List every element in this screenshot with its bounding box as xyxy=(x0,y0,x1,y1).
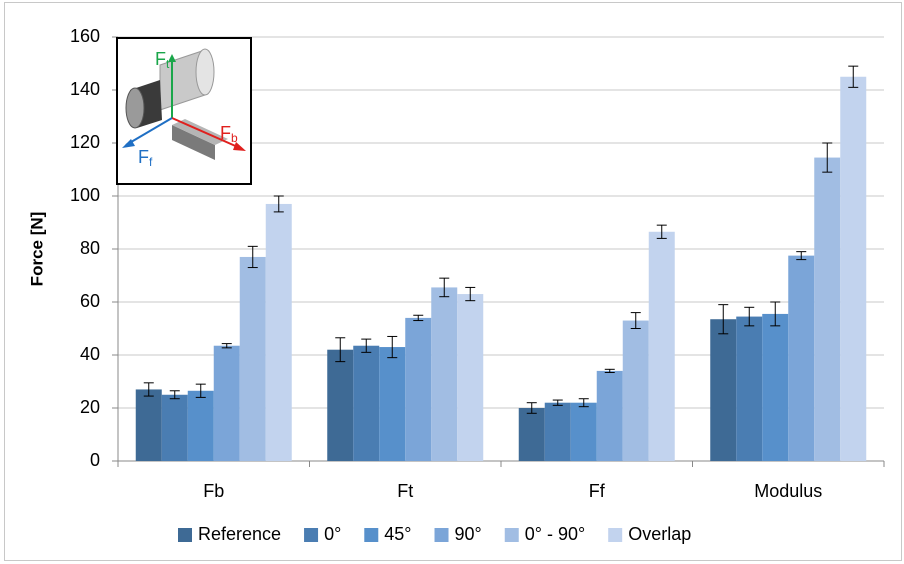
y-axis-label: Force [N] xyxy=(27,212,46,287)
bar xyxy=(840,77,866,461)
y-tick-label: 0 xyxy=(90,450,100,470)
page: Force [N] 0 20 40 60 80 100 120 140 160 Fb Ft Ff Mod… xyxy=(0,0,904,564)
x-tick-label: Ft xyxy=(397,481,413,501)
bar xyxy=(788,256,814,461)
bar xyxy=(136,389,162,461)
bar xyxy=(162,395,188,461)
bar xyxy=(457,294,483,461)
bar xyxy=(710,319,736,461)
bar xyxy=(266,204,292,461)
inset-diagram: Ft Fb Ff xyxy=(117,38,251,184)
bar xyxy=(623,321,649,461)
inset-label-base: F xyxy=(155,49,166,69)
inset-label-sub: b xyxy=(231,131,238,145)
y-tick-label: 100 xyxy=(70,185,100,205)
legend-swatch xyxy=(608,528,622,542)
bar xyxy=(431,287,457,461)
bar xyxy=(814,158,840,461)
x-tick-label: Fb xyxy=(203,481,224,501)
y-tick-label: 80 xyxy=(80,238,100,258)
x-tick-label: Ff xyxy=(589,481,606,501)
bar xyxy=(545,403,571,461)
legend-label: Overlap xyxy=(628,524,691,544)
bar xyxy=(379,347,405,461)
bar xyxy=(405,318,431,461)
cylinder-face xyxy=(126,88,144,128)
inset-label-base: F xyxy=(138,147,149,167)
cylinder-end xyxy=(196,49,214,95)
legend-swatch xyxy=(178,528,192,542)
bar xyxy=(736,317,762,461)
y-tick-label: 160 xyxy=(70,26,100,46)
y-tick-label: 40 xyxy=(80,344,100,364)
bar xyxy=(214,346,240,461)
legend-label: 45° xyxy=(384,524,411,544)
bar xyxy=(571,403,597,461)
x-tick-label: Modulus xyxy=(754,481,822,501)
y-tick-label: 140 xyxy=(70,79,100,99)
legend-label: 90° xyxy=(455,524,482,544)
bar xyxy=(188,391,214,461)
legend-swatch xyxy=(505,528,519,542)
legend-swatch xyxy=(364,528,378,542)
bar xyxy=(240,257,266,461)
bar xyxy=(519,408,545,461)
bar xyxy=(597,371,623,461)
inset-label-base: F xyxy=(220,123,231,143)
bar xyxy=(353,346,379,461)
bar xyxy=(762,314,788,461)
legend-swatch xyxy=(435,528,449,542)
legend-swatch xyxy=(304,528,318,542)
y-tick-label: 20 xyxy=(80,397,100,417)
legend-label: 0° xyxy=(324,524,341,544)
chart: Force [N] 0 20 40 60 80 100 120 140 160 Fb Ft Ff Mod… xyxy=(0,0,904,564)
y-tick-label: 60 xyxy=(80,291,100,311)
legend-label: Reference xyxy=(198,524,281,544)
legend-label: 0° - 90° xyxy=(525,524,585,544)
y-tick-label: 120 xyxy=(70,132,100,152)
bar xyxy=(649,232,675,461)
bar xyxy=(327,350,353,461)
